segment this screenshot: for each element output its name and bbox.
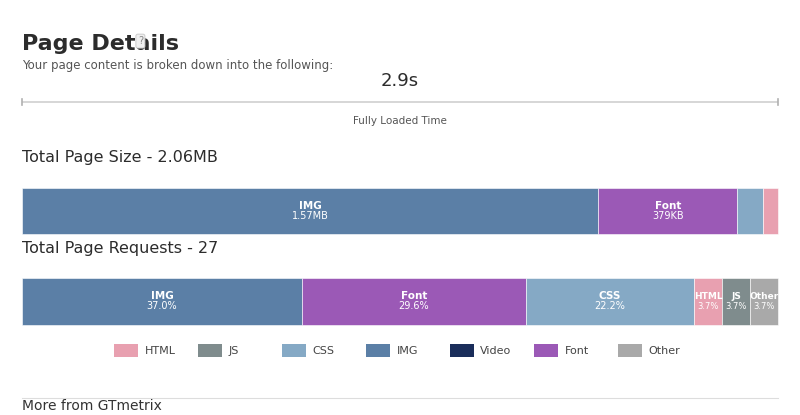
Text: Video: Video — [480, 346, 512, 356]
Text: HTML: HTML — [694, 292, 722, 301]
Text: Font: Font — [401, 291, 427, 301]
Bar — [114, 344, 138, 357]
Text: Fully Loaded Time: Fully Loaded Time — [353, 116, 447, 126]
Text: 2.9s: 2.9s — [381, 72, 419, 90]
Bar — [450, 344, 474, 357]
Text: 29.6%: 29.6% — [398, 301, 430, 311]
Text: 3.7%: 3.7% — [726, 302, 746, 311]
Text: CSS: CSS — [599, 291, 621, 301]
Bar — [198, 344, 222, 357]
Bar — [694, 278, 722, 325]
Text: Your page content is broken down into the following:: Your page content is broken down into th… — [22, 59, 334, 72]
Bar — [366, 344, 390, 357]
Text: Total Page Size - 2.06MB: Total Page Size - 2.06MB — [22, 150, 218, 165]
Bar — [22, 278, 302, 325]
Text: Page Details: Page Details — [22, 34, 179, 54]
Bar — [618, 344, 642, 357]
Bar — [738, 188, 763, 234]
Bar — [282, 344, 306, 357]
Text: More from GTmetrix: More from GTmetrix — [22, 399, 162, 413]
Text: Other: Other — [750, 292, 778, 301]
Text: IMG: IMG — [298, 201, 322, 211]
Text: Font: Font — [565, 346, 589, 356]
Text: IMG: IMG — [397, 346, 418, 356]
Text: 1.57MB: 1.57MB — [292, 211, 329, 221]
Bar — [534, 344, 558, 357]
Bar — [750, 278, 778, 325]
Text: 37.0%: 37.0% — [146, 301, 178, 311]
Text: 22.2%: 22.2% — [594, 301, 626, 311]
Bar — [598, 188, 738, 234]
Text: CSS: CSS — [313, 346, 334, 356]
Text: Font: Font — [654, 201, 681, 211]
Text: 3.7%: 3.7% — [698, 302, 718, 311]
Bar — [526, 278, 694, 325]
Text: 3.7%: 3.7% — [754, 302, 774, 311]
Text: ?: ? — [138, 36, 143, 46]
Bar — [302, 278, 526, 325]
Text: 379KB: 379KB — [652, 211, 683, 221]
Text: IMG: IMG — [150, 291, 174, 301]
Text: JS: JS — [731, 292, 741, 301]
Text: Total Page Requests - 27: Total Page Requests - 27 — [22, 241, 218, 256]
Text: Other: Other — [648, 346, 680, 356]
Bar — [722, 278, 750, 325]
Text: JS: JS — [229, 346, 238, 356]
Bar — [763, 188, 778, 234]
Bar — [22, 188, 598, 234]
Text: HTML: HTML — [145, 346, 175, 356]
